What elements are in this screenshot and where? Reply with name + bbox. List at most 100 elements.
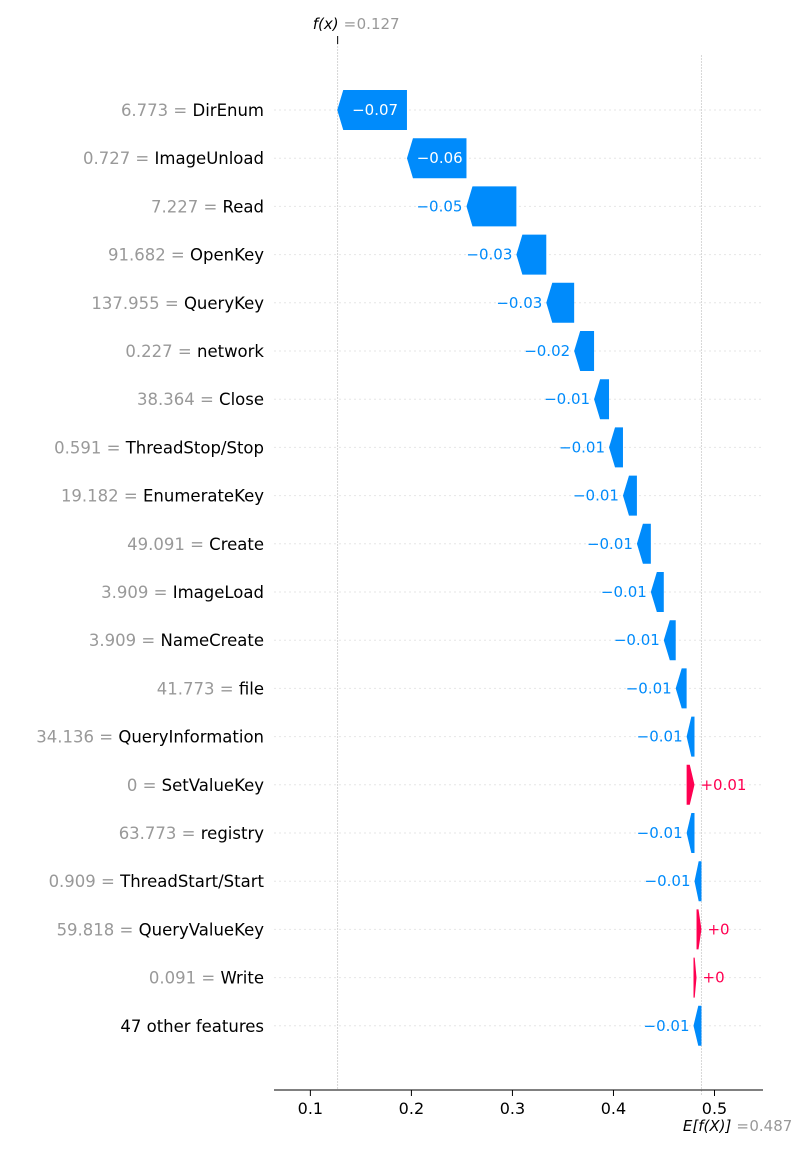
bar-positive xyxy=(696,909,702,950)
bar-negative xyxy=(693,1005,702,1046)
feature-name: 47 other features xyxy=(120,1017,264,1036)
feature-value: 3.909 = xyxy=(89,631,161,650)
feature-labels: 6.773 = DirEnum 0.727 = ImageUnload 7.227 … xyxy=(36,101,264,1036)
bar-negative xyxy=(675,668,687,709)
feature-value: 0.591 = xyxy=(54,438,126,457)
feature-name: Write xyxy=(220,969,264,988)
feature-value: 19.182 = xyxy=(61,487,143,506)
feature-value: 0.909 = xyxy=(49,872,121,891)
feature-name: SetValueKey xyxy=(162,776,265,795)
bar-negative xyxy=(686,716,695,757)
bar-negative xyxy=(466,186,517,227)
expected-value: 0.487 xyxy=(749,1117,792,1135)
feature-name: ThreadStop/Stop xyxy=(125,438,264,457)
feature-value: 137.955 = xyxy=(91,294,184,313)
fx-equals: = xyxy=(344,15,357,33)
x-tick-label: 0.3 xyxy=(500,1099,525,1118)
bar-value-label: +0 xyxy=(707,920,729,938)
feature-name: NameCreate xyxy=(160,631,264,650)
feature-value: 3.909 = xyxy=(101,583,173,602)
bar-value-label: −0.03 xyxy=(496,294,542,312)
bar-negative xyxy=(622,475,637,516)
bar-negative xyxy=(546,282,575,323)
feature-name: QueryKey xyxy=(184,294,264,313)
feature-name: Create xyxy=(209,535,264,554)
bar-value-label: −0.01 xyxy=(637,824,683,842)
feature-name: Close xyxy=(219,390,264,409)
bar-value-label: −0.01 xyxy=(601,583,647,601)
bar-value-label: +0 xyxy=(703,969,725,987)
feature-label: 0.909 = ThreadStart/Start xyxy=(49,872,265,891)
feature-label: 3.909 = NameCreate xyxy=(89,631,264,650)
expected-label: E[f(X)] xyxy=(683,1117,732,1135)
feature-value: 6.773 = xyxy=(121,101,193,120)
feature-label: 91.682 = OpenKey xyxy=(108,246,264,265)
x-tick-label: 0.1 xyxy=(298,1099,323,1118)
feature-name: registry xyxy=(201,824,264,843)
feature-label: 0.591 = ThreadStop/Stop xyxy=(54,438,264,457)
bar-negative xyxy=(594,379,610,420)
bar-value-label: −0.01 xyxy=(587,535,633,553)
feature-label: 0 = SetValueKey xyxy=(127,776,264,795)
feature-label: 0.727 = ImageUnload xyxy=(83,149,264,168)
feature-name: ImageUnload xyxy=(155,149,264,168)
feature-name: network xyxy=(197,342,264,361)
feature-value: 38.364 = xyxy=(137,390,219,409)
bar-value-label: −0.03 xyxy=(466,246,512,264)
bar-value-label: −0.01 xyxy=(614,631,660,649)
feature-label: 137.955 = QueryKey xyxy=(91,294,264,313)
bar-negative xyxy=(337,90,407,130)
bar-value-label: +0.01 xyxy=(700,776,746,794)
bar-positive xyxy=(693,957,697,998)
bar-negative xyxy=(636,523,651,564)
feature-name: ImageLoad xyxy=(173,583,264,602)
feature-label: 49.091 = Create xyxy=(127,535,264,554)
feature-label: 41.773 = file xyxy=(157,679,264,698)
feature-value: 0 = xyxy=(127,776,162,795)
feature-name: QueryInformation xyxy=(118,728,264,747)
bar-negative xyxy=(663,620,676,661)
expected-annotation: E[f(X)] = 0.487 xyxy=(683,1117,792,1135)
bar-negative xyxy=(609,427,623,468)
feature-value: 49.091 = xyxy=(127,535,209,554)
bar-value-label: −0.01 xyxy=(644,1017,690,1035)
feature-value: 7.227 = xyxy=(151,197,223,216)
bar-negative xyxy=(650,572,664,612)
feature-label: 63.773 = registry xyxy=(119,824,265,843)
bar-negative xyxy=(686,813,695,853)
feature-value: 0.091 = xyxy=(149,969,221,988)
bar-value-label: −0.02 xyxy=(524,342,570,360)
feature-label: 59.818 = QueryValueKey xyxy=(57,920,265,939)
bar-value-label: −0.01 xyxy=(559,438,605,456)
bar-value-label: −0.01 xyxy=(637,728,683,746)
bar-negative xyxy=(516,234,547,275)
feature-label: 7.227 = Read xyxy=(151,197,264,216)
bar-value-label: −0.01 xyxy=(626,679,672,697)
feature-name: file xyxy=(239,679,264,698)
fx-annotation: f(x) = 0.127 xyxy=(313,15,400,33)
bar-value-label: −0.06 xyxy=(417,149,463,167)
x-axis: 0.1 0.2 0.3 0.4 0.5 xyxy=(274,1089,763,1118)
feature-name: DirEnum xyxy=(193,101,265,120)
feature-value: 59.818 = xyxy=(57,920,139,939)
bar-value-label: −0.01 xyxy=(645,872,691,890)
feature-name: ThreadStart/Start xyxy=(119,872,264,891)
bar-value-label: −0.07 xyxy=(352,101,398,119)
feature-label: 3.909 = ImageLoad xyxy=(101,583,264,602)
bar-negative xyxy=(406,138,467,179)
bar-negative xyxy=(694,861,702,902)
feature-name: Read xyxy=(223,197,264,216)
feature-label: 34.136 = QueryInformation xyxy=(36,728,264,747)
bar-positive xyxy=(686,764,695,805)
feature-value: 0.727 = xyxy=(83,149,155,168)
x-tick-label: 0.5 xyxy=(702,1099,727,1118)
x-tick-label: 0.4 xyxy=(601,1099,626,1118)
feature-name: OpenKey xyxy=(190,246,264,265)
feature-value: 91.682 = xyxy=(108,246,190,265)
feature-name: QueryValueKey xyxy=(139,920,265,939)
reference-lines xyxy=(337,36,702,1096)
bars: −0.07 −0.06 −0.05 −0.03 −0.03 −0.02 −0.01 −0.01… xyxy=(337,90,746,1046)
feature-label: 38.364 = Close xyxy=(137,390,264,409)
bar-value-label: −0.05 xyxy=(416,197,462,215)
